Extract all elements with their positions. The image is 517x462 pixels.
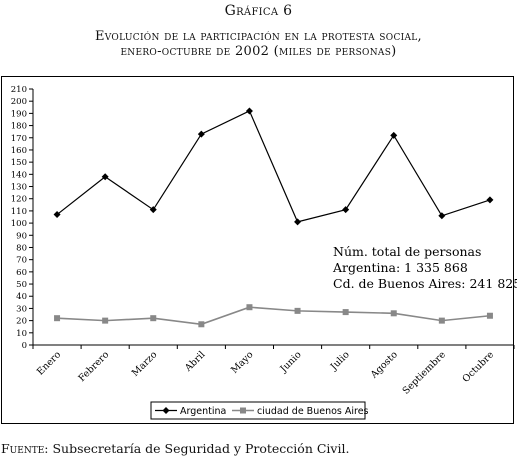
data-point — [149, 206, 157, 214]
data-point — [438, 212, 446, 220]
data-point — [245, 107, 253, 115]
y-tick-label: 110 — [11, 207, 27, 217]
data-point — [197, 130, 205, 138]
y-tick-label: 80 — [16, 243, 27, 253]
x-tick-label: Mayo — [229, 349, 256, 376]
x-tick-label: Julio — [328, 349, 352, 373]
y-tick-label: 210 — [11, 85, 27, 95]
source-note: Fuente: Subsecretaría de Seguridad y Pro… — [1, 441, 349, 456]
chart-title-line2: enero-octubre de 2002 (miles de personas… — [120, 44, 397, 59]
y-tick-label: 120 — [11, 195, 27, 205]
data-point — [162, 407, 170, 414]
data-point — [101, 173, 109, 181]
y-tick-label: 20 — [16, 317, 27, 327]
legend-label: ciudad de Buenos Aires — [257, 406, 369, 417]
annotation-line1: Núm. total de personas — [333, 244, 481, 259]
y-tick-label: 170 — [11, 134, 27, 144]
source-text: Subsecretaría de Seguridad y Protección … — [48, 441, 350, 456]
chart-frame — [1, 76, 514, 424]
data-point — [342, 206, 350, 214]
y-tick-label: 100 — [11, 219, 27, 229]
chart-series — [53, 107, 494, 328]
y-tick-label: 90 — [16, 231, 27, 241]
data-point — [390, 310, 397, 317]
legend-box — [150, 401, 366, 420]
legend-item: ciudad de Buenos Aires — [232, 406, 369, 417]
y-tick-label: 70 — [16, 256, 27, 266]
data-point — [342, 309, 349, 316]
chart-annotation: Núm. total de personas Argentina: 1 335 … — [332, 244, 517, 291]
chart-axes: 0 10 20 30 40 50 60 70 80 90 100 110 120 130 140 150 160… — [11, 85, 515, 351]
series-line — [57, 306, 491, 326]
y-tick-label: 150 — [11, 158, 27, 168]
series-0 — [53, 107, 494, 226]
data-point — [102, 317, 109, 324]
y-tick-label: 180 — [11, 122, 27, 132]
y-tick-label: 190 — [11, 109, 27, 119]
legend-label: Argentina — [180, 406, 226, 417]
x-tick-label: Marzo — [130, 349, 160, 379]
y-tick-label: 0 — [22, 341, 27, 351]
y-tick-label: 50 — [16, 280, 27, 290]
y-tick-label: 10 — [16, 329, 27, 339]
y-tick-label: 130 — [11, 183, 27, 193]
x-tick-label: Septiembre — [401, 349, 449, 397]
figure-number: Gráfica 6 — [224, 3, 293, 19]
x-tick-labels: Enero Febrero Marzo Abril Mayo Junio Julio Agos… — [35, 349, 496, 397]
x-tick-label: Octubre — [461, 349, 497, 385]
y-tick-label: 140 — [11, 170, 27, 180]
chart-legend: Argentina ciudad de Buenos Aires — [150, 401, 369, 420]
x-tick-label: Febrero — [76, 349, 111, 384]
x-tick-label: Agosto — [368, 349, 400, 381]
data-point — [486, 196, 494, 204]
data-point — [198, 321, 205, 328]
data-point — [438, 317, 445, 324]
legend-item: Argentina — [155, 406, 226, 417]
annotation-line2: Argentina: 1 335 868 — [332, 260, 468, 275]
data-point — [54, 315, 61, 322]
series-line — [56, 110, 491, 223]
y-tick-label: 160 — [11, 146, 27, 156]
y-tick-label: 60 — [16, 268, 27, 278]
data-point — [150, 315, 157, 322]
data-point — [294, 218, 302, 226]
x-tick-label: Junio — [278, 349, 304, 375]
data-point — [53, 211, 61, 219]
data-point — [240, 407, 246, 414]
series-1 — [54, 304, 493, 328]
data-point — [294, 307, 301, 314]
annotation-line3: Cd. de Buenos Aires: 241 825 — [333, 276, 517, 291]
y-tick-label: 200 — [11, 97, 27, 107]
chart-title-line1: Evolución de la participación en la prot… — [94, 29, 422, 44]
x-tick-label: Abril — [182, 349, 207, 374]
y-tick-label: 30 — [16, 304, 27, 314]
y-tick-label: 40 — [16, 292, 27, 302]
data-point — [390, 131, 398, 139]
x-tick-label: Enero — [35, 349, 63, 377]
source-label: Fuente: — [1, 441, 49, 456]
data-point — [246, 304, 253, 311]
data-point — [486, 312, 493, 319]
